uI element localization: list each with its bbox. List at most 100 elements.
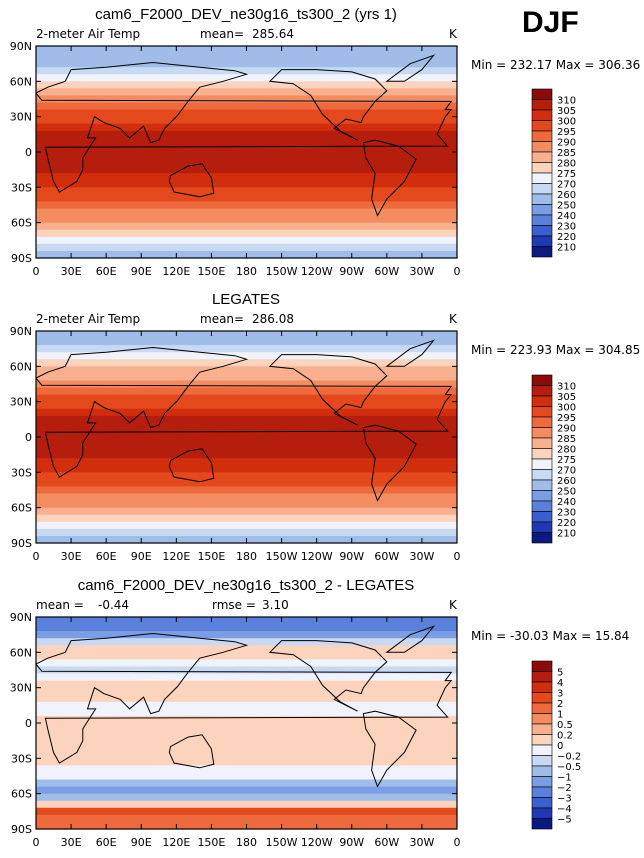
colorbar-label: 210 [557, 529, 576, 540]
map-band [36, 631, 457, 639]
map-band [36, 243, 457, 252]
colorbar-label: 3 [557, 689, 563, 700]
x-tick-label: 0 [454, 836, 461, 849]
coastline [168, 163, 215, 198]
x-tick-label: 60W [374, 265, 399, 278]
map-band [36, 708, 457, 717]
map-band [36, 88, 457, 97]
colorbar-swatch [531, 660, 553, 672]
x-tick-label: 120W [301, 265, 333, 278]
map-band [36, 444, 457, 452]
colorbar-swatch [531, 776, 553, 788]
x-tick-label: 30E [61, 265, 82, 278]
colorbar-swatch [531, 671, 553, 683]
map-band [36, 222, 457, 231]
x-tick-label: 0 [33, 550, 40, 563]
panel-2-minmax: Min = 223.93 Max = 304.85 [471, 343, 641, 357]
x-tick-label: 0 [33, 265, 40, 278]
x-tick-label: 0 [33, 836, 40, 849]
colorbar-swatch [531, 374, 553, 386]
map-band [36, 345, 457, 353]
colorbar-label: 1 [557, 710, 563, 721]
colorbar-swatch [531, 437, 553, 449]
coastline [168, 734, 215, 769]
x-tick-label: 30W [409, 836, 434, 849]
colorbar-swatch [531, 416, 553, 428]
map-band [36, 236, 457, 245]
colorbar-swatch [531, 765, 553, 777]
season-label: DJF [522, 6, 579, 39]
colorbar-label: 290 [557, 138, 576, 149]
map-band [36, 208, 457, 217]
map-band [36, 666, 457, 675]
colorbar-swatch [531, 235, 553, 247]
x-tick-label: 60E [96, 265, 117, 278]
y-tick-label: 30N [10, 396, 32, 409]
map-band [36, 437, 457, 445]
colorbar-swatch [531, 162, 553, 174]
colorbar-label: 0.5 [557, 720, 573, 731]
coastline [385, 54, 436, 82]
map-band [36, 116, 457, 125]
y-tick-label: 60N [10, 646, 32, 659]
map-band [36, 166, 457, 174]
colorbar-label: 230 [557, 222, 576, 233]
colorbar-label: 310 [557, 96, 576, 107]
y-tick-label: 30N [10, 111, 32, 124]
map-band [36, 159, 457, 167]
y-tick-label: 0 [25, 146, 32, 159]
map-band [36, 493, 457, 502]
colorbar-label: 5 [557, 668, 563, 679]
colorbar-swatch [531, 786, 553, 798]
map-band [36, 60, 457, 68]
map-band [36, 744, 457, 752]
x-tick-label: 90E [131, 836, 152, 849]
panel-2-variable-label: 2-meter Air Temp [36, 312, 141, 326]
colorbar-swatch [531, 225, 553, 237]
y-tick-label: 60N [10, 360, 32, 373]
x-tick-label: 30W [409, 550, 434, 563]
y-tick-label: 30S [11, 466, 32, 479]
x-tick-label: 150E [197, 550, 225, 563]
map-band [36, 737, 457, 745]
x-tick-label: 150W [266, 265, 298, 278]
colorbar-label: 290 [557, 424, 576, 435]
y-tick-label: 0 [25, 717, 32, 730]
map-band [36, 144, 457, 153]
colorbar-label: 305 [557, 106, 576, 117]
map-band [36, 758, 457, 766]
x-tick-label: 150E [197, 265, 225, 278]
map-band [36, 137, 457, 146]
map-band [36, 415, 457, 424]
x-tick-label: 120W [301, 836, 333, 849]
colorbar-swatch [531, 490, 553, 502]
colorbar-swatch [531, 109, 553, 121]
map-band [36, 229, 457, 238]
colorbar-label: 240 [557, 211, 576, 222]
panel-2-mean-value: 286.08 [252, 312, 294, 326]
colorbar-swatch [531, 469, 553, 481]
map-band [36, 74, 457, 82]
map-band [36, 81, 457, 89]
coastline [35, 61, 453, 193]
map-band [36, 67, 457, 75]
coastline [35, 346, 453, 478]
x-tick-label: 120E [162, 550, 190, 563]
panel-1-mean-label: mean= [200, 27, 245, 41]
colorbar-swatch [531, 500, 553, 512]
map-band [36, 715, 457, 724]
y-tick-label: 0 [25, 431, 32, 444]
panel-1-mean-value: 285.64 [252, 27, 294, 41]
colorbar-swatch [531, 532, 553, 544]
x-tick-label: 150W [266, 550, 298, 563]
y-tick-label: 30N [10, 682, 32, 695]
colorbar-swatch [531, 681, 553, 693]
colorbar-swatch [531, 406, 553, 418]
colorbar-label: −3 [557, 794, 572, 805]
coastline [35, 632, 453, 764]
panel-3-mean-value: -0.44 [98, 598, 130, 612]
map-band [36, 152, 457, 160]
map-band [36, 638, 457, 646]
